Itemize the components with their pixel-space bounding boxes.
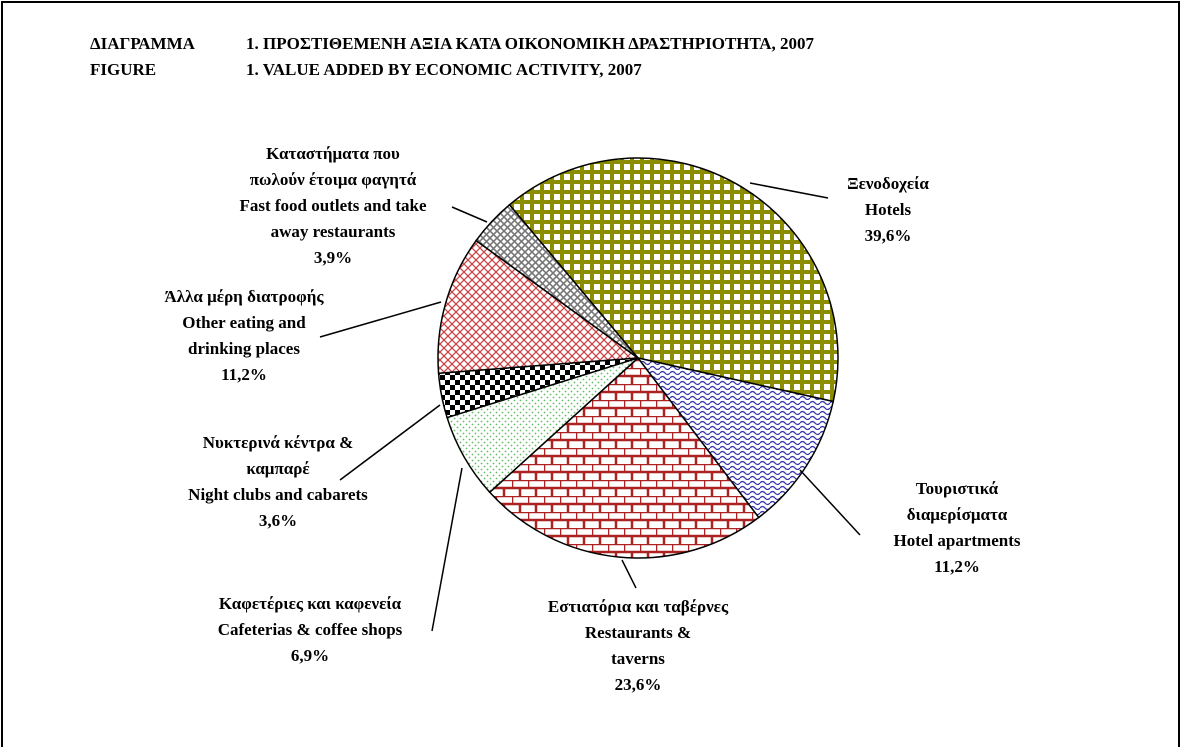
slice-label: Night clubs and cabarets [188, 485, 368, 504]
pie-slice [636, 356, 835, 519]
pie-slice [437, 239, 641, 375]
value-label: 3,6% [259, 511, 297, 530]
slice-label: Καφετέριες και καφενεία [219, 594, 402, 613]
slice-label: Τουριστικά [916, 479, 999, 498]
pie-slice [475, 203, 639, 359]
slice-label: Ξενοδοχεία [847, 174, 929, 193]
slice-label: Restaurants & [585, 623, 691, 642]
value-label: 23,6% [615, 675, 662, 694]
leader-line [339, 404, 441, 481]
leader-line [749, 182, 829, 199]
title-label-gr: ΔΙΑΓΡΑΜΜΑ [90, 34, 196, 53]
slice-label: Cafeterias & coffee shops [218, 620, 403, 639]
slice-label: Άλλα μέρη διατροφής [164, 287, 324, 306]
slice-label: away restaurants [271, 222, 396, 241]
slice-label: Fast food outlets and take [239, 196, 426, 215]
slice-label: Hotel apartments [893, 531, 1020, 550]
value-label: 3,9% [314, 248, 352, 267]
leader-line [319, 301, 442, 338]
pie-slice [488, 356, 760, 559]
slice-label: καμπαρέ [246, 459, 309, 478]
slice-label: διαμερίσματα [907, 505, 1008, 524]
slice-label: Νυκτερινά κέντρα & [203, 433, 353, 452]
value-label: 39,6% [865, 226, 912, 245]
value-label: 11,2% [221, 365, 267, 384]
slice-label: Καταστήματα που [266, 144, 400, 163]
slice-label: drinking places [188, 339, 300, 358]
title-gr: 1. ΠΡΟΣΤΙΘΕΜΕΝΗ ΑΞΙΑ ΚΑΤΑ ΟΙΚΟΝΟΜΙΚΗ ΔΡΑ… [246, 34, 814, 53]
leader-line [451, 206, 488, 223]
value-label: 11,2% [934, 557, 980, 576]
title-en: 1. VALUE ADDED BY ECONOMIC ACTIVITY, 200… [246, 60, 642, 79]
leader-line [799, 469, 861, 536]
title-label-en: FIGURE [90, 60, 156, 79]
slice-label: πωλούν έτοιμα φαγητά [250, 170, 417, 189]
pie-slice [508, 157, 839, 403]
slice-label: Hotels [865, 200, 912, 219]
leader-line [621, 559, 637, 589]
value-label: 6,9% [291, 646, 329, 665]
slice-label: Other eating and [182, 313, 306, 332]
slice-label: taverns [611, 649, 665, 668]
leader-line [431, 467, 463, 632]
slice-label: Εστιατόρια και ταβέρνες [548, 597, 729, 616]
